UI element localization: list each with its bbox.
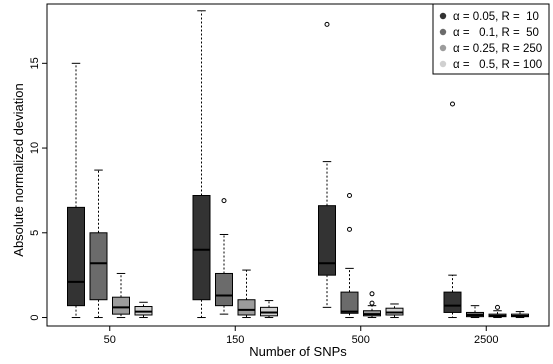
legend-marker xyxy=(439,12,447,20)
box xyxy=(443,101,462,319)
outlier-point xyxy=(324,21,330,27)
y-axis-label: Absolute normalized deviation xyxy=(11,83,26,256)
x-axis-label: Number of SNPs xyxy=(249,344,347,359)
box xyxy=(192,10,211,319)
box-body xyxy=(67,206,85,307)
box xyxy=(112,272,130,319)
outlier-point xyxy=(369,300,375,306)
outlier-point xyxy=(369,291,375,297)
box xyxy=(134,301,153,319)
box xyxy=(89,169,108,319)
box-body xyxy=(318,205,336,276)
y-tick-label: 10 xyxy=(29,142,41,154)
box xyxy=(511,311,529,319)
x-tick-label: 50 xyxy=(104,334,116,346)
outlier-point xyxy=(221,198,227,204)
box-body xyxy=(192,195,211,301)
outlier-point xyxy=(347,193,352,199)
legend-label: α = 0.1, R = 50 xyxy=(453,27,539,39)
legend-label: α = 0.5, R = 100 xyxy=(453,59,542,71)
plot-border xyxy=(46,3,550,327)
box-body xyxy=(340,291,359,314)
box-body xyxy=(237,299,256,316)
box xyxy=(363,291,381,319)
box xyxy=(318,21,336,308)
box xyxy=(340,193,359,319)
legend-box xyxy=(432,3,550,75)
box xyxy=(385,303,404,319)
x-tick-label: 150 xyxy=(226,334,244,346)
plot-frame xyxy=(46,3,550,327)
x-axis: 50 150 500 2500 xyxy=(104,326,498,346)
box xyxy=(237,269,256,319)
legend-label: α = 0.05, R = 10 xyxy=(453,11,539,23)
boxes-layer xyxy=(67,10,529,319)
box xyxy=(215,198,233,315)
legend-marker xyxy=(439,44,447,52)
box xyxy=(466,305,484,319)
legend-marker xyxy=(439,28,447,36)
y-tick-label: 15 xyxy=(29,57,41,69)
legend-marker xyxy=(439,60,447,68)
y-tick-label: 0 xyxy=(29,314,41,320)
box-body xyxy=(89,232,108,301)
y-axis: 0 5 10 15 xyxy=(29,57,47,321)
legend-label: α = 0.25, R = 250 xyxy=(453,43,542,55)
legend: α = 0.05, R = 10 α = 0.1, R = 50 α = 0.25,… xyxy=(432,3,550,75)
box xyxy=(488,304,507,319)
box-body xyxy=(112,296,130,315)
x-tick-label: 2500 xyxy=(474,334,498,346)
box-body xyxy=(443,291,462,313)
outlier-point xyxy=(347,226,352,232)
box xyxy=(260,300,278,319)
box xyxy=(67,62,85,319)
x-tick-label: 500 xyxy=(352,334,370,346)
y-tick-label: 5 xyxy=(29,230,41,236)
box-body xyxy=(215,272,233,307)
outlier-point xyxy=(450,101,455,107)
outlier-point xyxy=(495,304,500,310)
